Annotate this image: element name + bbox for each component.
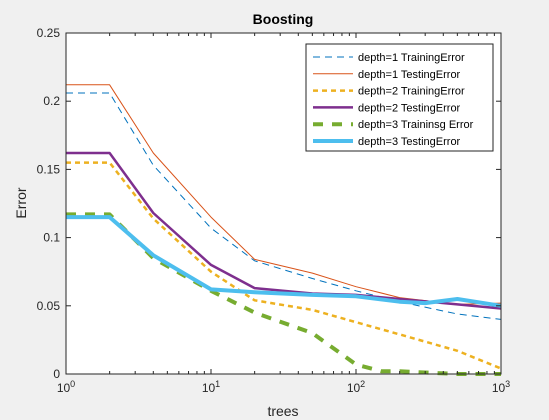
legend-label-1: depth=1 TrainingError — [358, 52, 465, 64]
axes-box — [65, 32, 502, 375]
legend-label-2: depth=1 TestingError — [358, 69, 461, 81]
y-tick-label: 0.05 — [37, 299, 61, 313]
x-tick-label: 103 — [492, 379, 510, 395]
series-line-3 — [66, 161, 502, 370]
y-axis-label: Error — [13, 187, 29, 218]
x-axis-label: trees — [267, 403, 298, 419]
legend-label-4: depth=2 TestingError — [358, 102, 461, 114]
y-tick-label: 0.25 — [37, 26, 61, 40]
series-line-1 — [66, 92, 502, 320]
legend-label-3: depth=2 TrainingError — [358, 86, 465, 98]
legend: depth=1 TrainingError depth=1 TestingErro… — [305, 43, 494, 152]
y-tick-label: 0.15 — [37, 162, 61, 176]
chart-title: Boosting — [253, 11, 314, 27]
legend-items: depth=1 TrainingError depth=1 TestingErro… — [313, 52, 474, 148]
y-tick-label: 0.1 — [43, 231, 60, 245]
legend-label-5: depth=3 Traininsg Error — [358, 119, 474, 131]
x-tick-label: 100 — [57, 379, 75, 395]
legend-label-6: depth=3 TestingError — [358, 136, 461, 148]
series-layer — [66, 84, 502, 376]
x-tick-label: 101 — [202, 379, 220, 395]
legend-box — [305, 43, 494, 152]
ticks: 0 0.05 0.1 0.15 0.2 0.25 100 101 102 103 — [37, 26, 511, 395]
y-tick-label: 0 — [53, 367, 60, 381]
series-line-6 — [66, 215, 502, 308]
y-tick-label: 0.2 — [43, 94, 60, 108]
axes — [65, 32, 502, 375]
x-tick-label: 102 — [347, 379, 365, 395]
